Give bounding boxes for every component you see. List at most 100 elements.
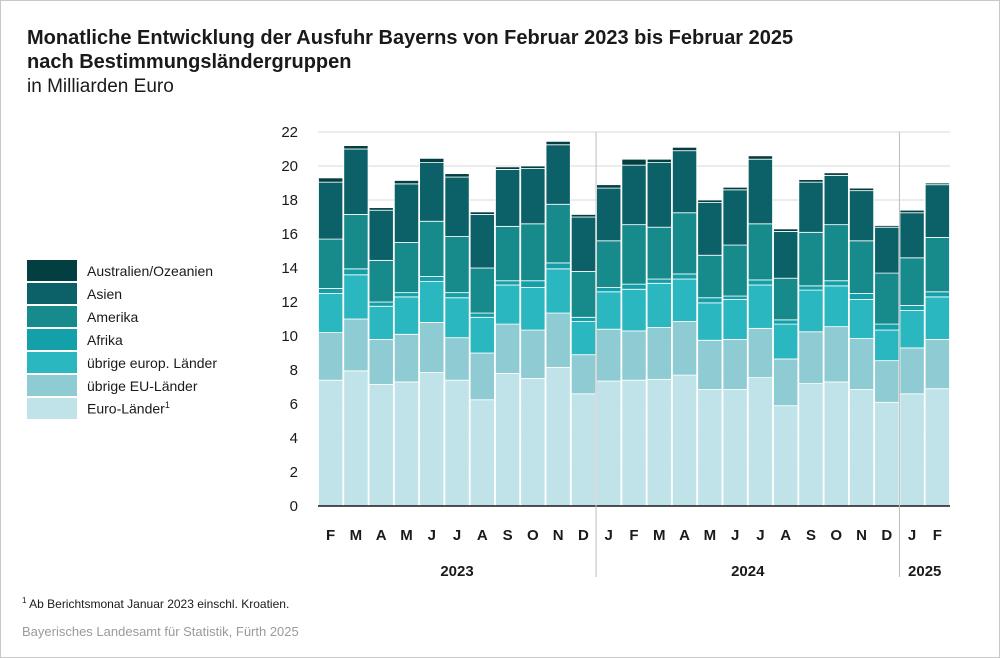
bar-segment <box>368 305 394 340</box>
bar-segment <box>874 323 900 331</box>
legend-swatch <box>27 283 77 304</box>
bar-segment <box>924 182 950 186</box>
legend-item: Afrika <box>27 328 217 351</box>
bar-segment <box>823 280 849 287</box>
bar-segment <box>798 383 824 507</box>
bar-segment <box>570 321 596 356</box>
bar-segment <box>393 381 420 507</box>
bar-segment <box>419 220 445 277</box>
bar-segment <box>495 372 521 507</box>
bar-segment <box>368 209 394 261</box>
bar-segment <box>621 330 647 381</box>
x-tick-label: D <box>578 527 589 544</box>
bar-segment <box>722 295 748 300</box>
bar-segment <box>773 231 799 279</box>
bar-segment <box>318 332 344 381</box>
bar-segment <box>848 190 875 242</box>
legend-label: Australien/Ozeanien <box>87 262 214 279</box>
bar-segment <box>672 374 698 507</box>
x-tick-label: J <box>453 527 461 544</box>
bar-segment <box>419 162 445 222</box>
bar-segment <box>773 358 799 407</box>
legend-label: Amerika <box>87 308 139 325</box>
bar-segment <box>393 183 420 243</box>
bar-segment <box>318 177 344 183</box>
bar-segment <box>798 181 824 233</box>
chart-subtitle: in Milliarden Euro <box>27 76 174 97</box>
bar-segment <box>646 327 672 380</box>
bar-segment <box>848 293 875 300</box>
x-tick-label: M <box>400 527 413 544</box>
x-tick-label: F <box>326 527 335 544</box>
bar-segment <box>570 270 596 318</box>
bar-segment <box>495 280 521 286</box>
bar-segment <box>697 254 723 299</box>
bar-segment <box>596 328 622 382</box>
bar-segment <box>368 338 394 385</box>
bar-segment <box>495 168 521 227</box>
legend-item: Euro-Länder1 <box>27 397 217 420</box>
bar-segment <box>848 299 875 339</box>
bar-segment <box>773 405 799 507</box>
bar-segment <box>318 238 344 289</box>
bar-segment <box>697 199 723 203</box>
legend: Australien/Ozeanien Asien Amerika Afrika übr… <box>27 259 217 420</box>
legend-item: Amerika <box>27 305 217 328</box>
bar-segment <box>393 296 420 335</box>
bar-segment <box>343 148 369 215</box>
bar-segment <box>444 236 470 294</box>
y-tick-label: 20 <box>281 158 298 175</box>
bar-segment <box>823 174 849 226</box>
legend-label: übrige EU-Länder <box>87 377 198 394</box>
bar-segment <box>368 259 394 303</box>
y-tick-label: 18 <box>281 192 298 209</box>
bar-segment <box>621 288 647 332</box>
y-tick-label: 14 <box>281 260 298 277</box>
x-tick-label: A <box>477 527 488 544</box>
bar-segment <box>848 338 875 390</box>
bar-segment <box>722 244 748 297</box>
year-label: 2025 <box>908 563 941 580</box>
x-tick-label: M <box>350 527 363 544</box>
bar-segment <box>520 378 546 507</box>
bar-segment <box>823 381 849 507</box>
bar-segment <box>520 287 546 331</box>
bar-segment <box>747 155 773 160</box>
bar-segment <box>722 389 748 507</box>
bar-segment <box>848 240 875 294</box>
legend-swatch <box>27 306 77 327</box>
y-tick-label: 4 <box>290 430 298 447</box>
bar-segment <box>444 173 470 178</box>
bar-segment <box>646 158 672 163</box>
bar-segment <box>899 347 925 395</box>
bar-segment <box>773 319 799 325</box>
bar-segment <box>621 158 647 166</box>
bar-segment <box>419 372 445 507</box>
bar-segment <box>596 287 622 293</box>
bar-segment <box>444 379 470 507</box>
bar-segment <box>318 181 344 240</box>
bar-segment <box>596 240 622 288</box>
x-tick-label: F <box>629 527 638 544</box>
bar-segment <box>646 278 672 284</box>
bar-segment <box>368 384 394 507</box>
x-tick-label: J <box>756 527 764 544</box>
bar-segment <box>343 370 369 507</box>
x-tick-label: S <box>806 527 816 544</box>
bar-segment <box>469 399 495 507</box>
bar-segment <box>520 168 546 225</box>
bar-segment <box>469 214 495 269</box>
bar-segment <box>672 146 698 152</box>
bar-segment <box>343 145 369 150</box>
bar-segment <box>747 158 773 225</box>
year-label: 2023 <box>440 563 473 580</box>
bar-segment <box>393 180 420 185</box>
bar-segment <box>773 228 799 232</box>
bar-segment <box>444 297 470 339</box>
y-tick-label: 22 <box>281 124 298 141</box>
x-tick-label: J <box>428 527 436 544</box>
chart-title: Monatliche Entwicklung der Ausfuhr Bayer… <box>27 26 793 74</box>
x-tick-label: J <box>731 527 739 544</box>
bar-segment <box>773 277 799 321</box>
